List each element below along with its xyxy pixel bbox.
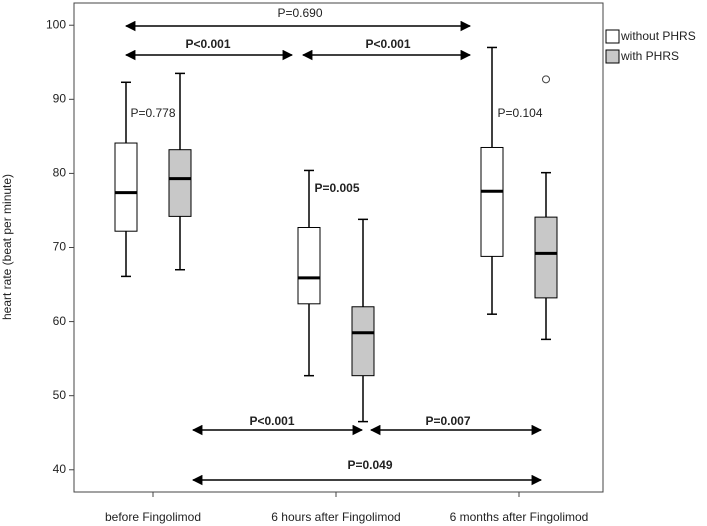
y-tick-label: 100 bbox=[46, 17, 66, 31]
annotation: P=0.690 bbox=[277, 6, 322, 20]
outlier bbox=[542, 75, 550, 84]
annotation: P<0.001 bbox=[249, 414, 294, 428]
y-tick-label: 60 bbox=[53, 314, 67, 328]
annotation: P=0.007 bbox=[425, 414, 470, 428]
annotation: P<0.001 bbox=[365, 37, 410, 51]
box bbox=[168, 149, 192, 217]
x-tick-label: 6 hours after Fingolimod bbox=[271, 510, 400, 524]
box bbox=[480, 146, 504, 257]
annotation: P=0.778 bbox=[130, 106, 175, 120]
box bbox=[351, 306, 375, 377]
y-tick-label: 90 bbox=[53, 91, 67, 105]
legend-swatch bbox=[605, 49, 620, 64]
box bbox=[297, 226, 321, 305]
legend-swatch bbox=[605, 29, 620, 44]
y-tick-label: 40 bbox=[53, 462, 67, 476]
annotation: P<0.001 bbox=[185, 37, 230, 51]
box bbox=[534, 216, 558, 299]
y-axis-label: heart rate (beat per minute) bbox=[0, 174, 14, 320]
x-tick-label: before Fingolimod bbox=[105, 510, 201, 524]
plot-frame bbox=[73, 2, 604, 493]
y-tick-label: 50 bbox=[53, 388, 67, 402]
x-tick-label: 6 months after Fingolimod bbox=[450, 510, 589, 524]
y-tick-label: 70 bbox=[53, 240, 67, 254]
annotation: P=0.104 bbox=[497, 106, 542, 120]
annotation: P=0.005 bbox=[314, 181, 359, 195]
legend-label: without PHRS bbox=[620, 29, 696, 43]
box bbox=[114, 142, 138, 232]
legend-label: with PHRS bbox=[620, 49, 679, 63]
annotation: P=0.049 bbox=[347, 458, 392, 472]
y-tick-label: 80 bbox=[53, 166, 67, 180]
